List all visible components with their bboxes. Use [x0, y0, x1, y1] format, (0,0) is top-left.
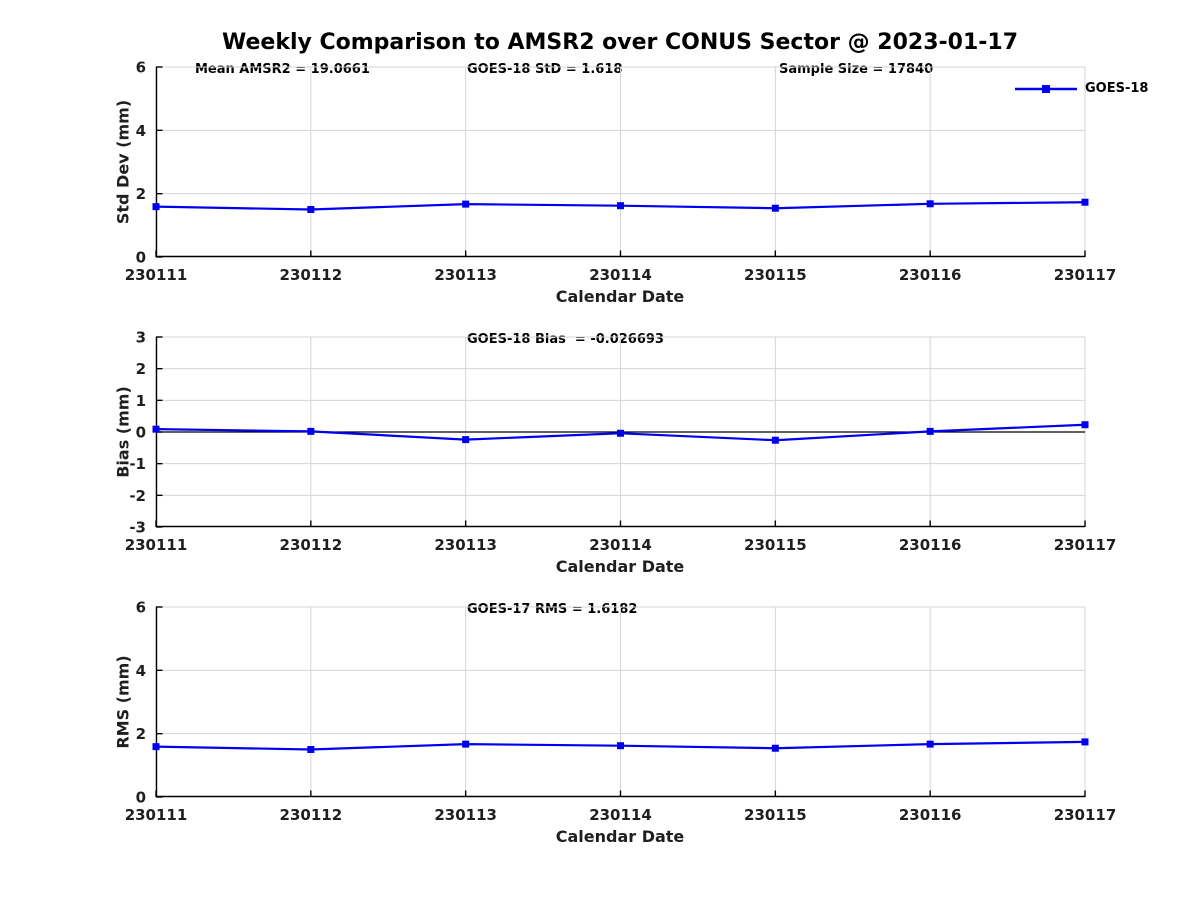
y-tick-label: -3: [129, 519, 146, 537]
x-tick-label: 230111: [124, 806, 187, 824]
y-tick-label: 4: [135, 662, 145, 680]
x-tick-label: 230116: [898, 536, 961, 554]
legend: GOES-18: [1015, 80, 1148, 97]
x-tick-label: 230116: [898, 266, 961, 284]
x-tick-label: 230114: [589, 806, 652, 824]
y-tick-label: 0: [135, 249, 145, 267]
data-marker: [616, 202, 624, 210]
data-marker: [306, 427, 314, 435]
data-marker: [771, 204, 779, 212]
annotation-mean-amsr2: Mean AMSR2 = 19.0661: [195, 62, 370, 77]
x-tick-label: 230112: [279, 536, 342, 554]
legend-label: GOES-18: [1085, 81, 1149, 96]
data-marker: [926, 200, 934, 208]
legend-marker-icon: [1042, 84, 1050, 93]
data-marker: [1081, 198, 1088, 206]
y-tick-label: 2: [135, 360, 145, 378]
data-marker: [616, 429, 624, 437]
data-marker: [616, 742, 624, 750]
ylabel-rms: RMS (mm): [113, 655, 133, 749]
x-tick-label: 230115: [744, 806, 807, 824]
x-tick-label: 230112: [279, 266, 342, 284]
x-tick-label: 230117: [1053, 266, 1116, 284]
xlabel-calendar-date-3: Calendar Date: [555, 827, 685, 846]
x-tick-label: 230117: [1053, 806, 1116, 824]
data-marker: [152, 203, 159, 211]
data-marker: [926, 740, 934, 748]
y-tick-label: 2: [135, 185, 145, 203]
x-tick-label: 230117: [1053, 536, 1116, 554]
annotation-sample-size: Sample Size = 17840: [779, 62, 934, 77]
y-tick-label: 2: [135, 725, 145, 743]
y-tick-label: 4: [135, 122, 145, 140]
data-marker: [152, 425, 159, 433]
y-tick-label: 3: [135, 329, 145, 347]
data-marker: [771, 436, 779, 444]
x-tick-label: 230112: [279, 806, 342, 824]
data-marker: [461, 740, 469, 748]
xlabel-calendar-date-1: Calendar Date: [555, 287, 685, 306]
annotation-goes17-rms: GOES-17 RMS = 1.6182: [467, 602, 638, 617]
data-marker: [461, 436, 469, 444]
y-tick-label: -1: [129, 455, 146, 473]
x-tick-label: 230115: [744, 266, 807, 284]
y-tick-label: 0: [135, 424, 145, 442]
x-tick-label: 230113: [434, 536, 497, 554]
data-marker: [306, 746, 314, 753]
x-tick-label: 230113: [434, 806, 497, 824]
data-marker: [461, 200, 469, 208]
x-tick-label: 230111: [124, 536, 187, 554]
bias-plot: 230111 230112 230113 230114 230115 230116 2301…: [124, 329, 1116, 555]
annotation-goes18-std: GOES-18 StD = 1.618: [467, 62, 623, 77]
y-tick-label: 0: [135, 789, 145, 807]
x-tick-label: 230116: [898, 806, 961, 824]
ylabel-std-dev: Std Dev (mm): [113, 99, 133, 225]
x-tick-label: 230115: [744, 536, 807, 554]
annotation-goes18-bias: GOES-18 Bias = -0.026693: [467, 332, 664, 347]
data-marker: [1081, 738, 1088, 746]
legend-swatch: [1015, 84, 1077, 93]
x-tick-label: 230113: [434, 266, 497, 284]
y-tick-label: 6: [135, 599, 145, 617]
data-marker: [926, 427, 934, 435]
x-tick-label: 230114: [589, 266, 652, 284]
y-tick-label: 1: [135, 392, 145, 410]
stddev-plot: 230111 230112 230113 230114 230115 230116 2301…: [124, 59, 1116, 285]
y-tick-label: 6: [135, 59, 145, 77]
chart-title: Weekly Comparison to AMSR2 over CONUS Se…: [222, 30, 1018, 55]
x-tick-label: 230111: [124, 266, 187, 284]
data-marker: [152, 743, 159, 751]
rms-plot: 230111 230112 230113 230114 230115 230116 2301…: [124, 599, 1116, 825]
data-marker: [306, 206, 314, 213]
xlabel-calendar-date-2: Calendar Date: [555, 557, 685, 576]
data-marker: [1081, 421, 1088, 429]
x-tick-label: 230114: [589, 536, 652, 554]
y-tick-label: -2: [129, 487, 146, 505]
data-marker: [771, 744, 779, 752]
